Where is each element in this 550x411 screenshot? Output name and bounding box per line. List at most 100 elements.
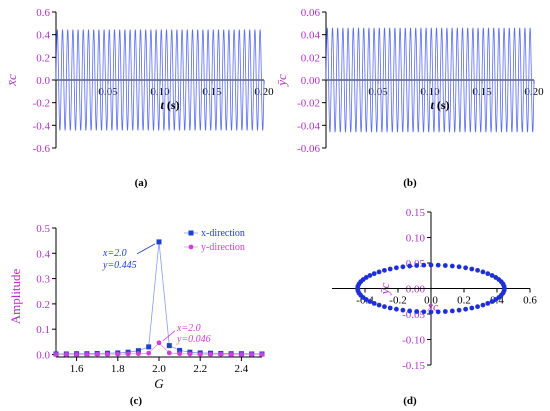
data-point-y-direction (63, 352, 69, 357)
data-point-y-direction (218, 351, 224, 357)
orbit-point (428, 309, 434, 315)
orbit-point (371, 300, 377, 306)
chart-a: -0.6-0.4-0.20.00.20.40.60.05 0.10 0.15 0.20… (4, 7, 274, 155)
x-tick-label: 2.0 (152, 363, 166, 375)
annotation-y-line1: x=2.0 (176, 323, 201, 334)
orbit-point (435, 262, 441, 268)
orbit-point (387, 266, 393, 272)
orbit-point (376, 269, 382, 275)
y-tick-label: -0.06 (297, 143, 320, 155)
chart-b: -0.06-0.04-0.020.000.020.040.060.05 0.10 0… (274, 7, 544, 155)
orbit-point (393, 265, 399, 271)
y-tick-label: -0.10 (402, 335, 425, 347)
panel-label-c: (c) (130, 395, 143, 407)
x-tick-label: 0.20 (254, 86, 274, 98)
x-axis-label: t (s) (430, 98, 449, 112)
x-tick-label: 0.6 (523, 295, 537, 307)
data-point-y-direction (125, 351, 131, 357)
y-tick-label: 0.2 (36, 299, 50, 311)
y-tick-label: 0.4 (36, 30, 50, 42)
y-tick-label: -0.4 (33, 120, 51, 132)
data-point-y-direction (105, 351, 110, 357)
y-tick-label: 0.4 (36, 248, 50, 260)
y-tick-label: 0.06 (301, 7, 321, 19)
orbit-point (400, 307, 406, 313)
orbit-point (456, 264, 462, 270)
orbit-point (382, 267, 387, 273)
x-tick-label: 0.0 (424, 295, 438, 307)
orbit-point (363, 297, 369, 302)
orbit-point (493, 275, 499, 280)
y-tick-label: 0.04 (301, 30, 321, 42)
y-tick-label: 0.02 (301, 52, 320, 64)
data-point-y-direction (146, 350, 152, 356)
y-tick-label: 0.10 (406, 233, 426, 245)
panel-label-b: (b) (403, 177, 417, 189)
orbit-point (387, 305, 393, 311)
orbit-point (414, 309, 420, 314)
annotation-arrow-x (136, 243, 156, 255)
legend-marker-x-direction (188, 230, 194, 236)
panel-label-a: (a) (135, 177, 148, 189)
data-point-y-direction (53, 352, 59, 357)
legend-label-y-direction: y-direction (201, 242, 245, 253)
y-axis-label: ȳc (274, 74, 289, 88)
orbit-point (367, 299, 373, 304)
x-tick-label: 2.2 (193, 363, 207, 375)
y-tick-label: 0.0 (36, 75, 50, 87)
data-point-y-direction (115, 351, 121, 357)
y-tick-label: 0.3 (36, 274, 50, 286)
y-tick-label: 0.2 (36, 52, 50, 64)
data-point-y-direction (197, 351, 203, 357)
orbit-point (442, 309, 448, 314)
data-point-y-direction (239, 352, 244, 357)
orbit-point (449, 308, 455, 314)
orbit-point (475, 267, 480, 273)
y-axis-label: Amplitude (8, 268, 23, 324)
orbit-point (421, 262, 427, 268)
y-tick-label: -0.15 (402, 360, 425, 372)
orbit-point (400, 264, 406, 270)
annotation-x-line1: x=2.0 (102, 248, 127, 259)
panel-label-d: (d) (403, 395, 417, 407)
y-tick-label: 0.6 (36, 7, 50, 19)
x-tick-label: 1.8 (111, 363, 125, 375)
data-point-y-direction (249, 352, 255, 357)
y-tick-label: -0.04 (297, 120, 320, 132)
orbit-point (469, 305, 475, 311)
y-tick-label: 0.00 (301, 75, 321, 87)
orbit-point (463, 265, 469, 271)
y-tick-label: -0.02 (297, 98, 320, 110)
orbit-point (367, 273, 373, 278)
annotation-arrow-y (162, 330, 176, 342)
annotation-x-line2: y=0.445 (102, 260, 137, 271)
legend-marker-y-direction (188, 244, 194, 250)
chart-c: 0.0 0.1 0.2 0.3 0.4 0.5 1.6 1.8 2.0 2.2 2.4 x-direc… (8, 223, 265, 391)
orbit-point (501, 288, 507, 294)
series-line (325, 27, 535, 133)
orbit-point (449, 263, 455, 269)
data-point-x-direction (177, 347, 183, 353)
orbit-point (469, 266, 475, 272)
y-axis-label: ȳc (377, 283, 392, 297)
orbit-point (442, 263, 448, 268)
y-tick-label: 0.0 (36, 349, 50, 361)
orbit-point (393, 306, 399, 312)
x-axis-label: x̄c (427, 300, 439, 314)
y-tick-label: -0.2 (33, 98, 50, 110)
y-axis-label: x̄c (4, 74, 19, 87)
data-point-y-direction (156, 340, 162, 346)
orbit-point (428, 262, 434, 268)
orbit-point (489, 273, 495, 278)
orbit-point (371, 271, 377, 277)
data-point-x-direction (166, 343, 172, 349)
orbit-point (435, 309, 441, 315)
orbit-point (480, 302, 486, 308)
y-tick-label: 0.15 (406, 207, 426, 219)
orbit-point (407, 308, 413, 314)
data-point-x-direction (156, 239, 162, 245)
orbit-point (421, 309, 427, 315)
data-point-y-direction (136, 351, 141, 357)
data-point-y-direction (187, 351, 193, 357)
